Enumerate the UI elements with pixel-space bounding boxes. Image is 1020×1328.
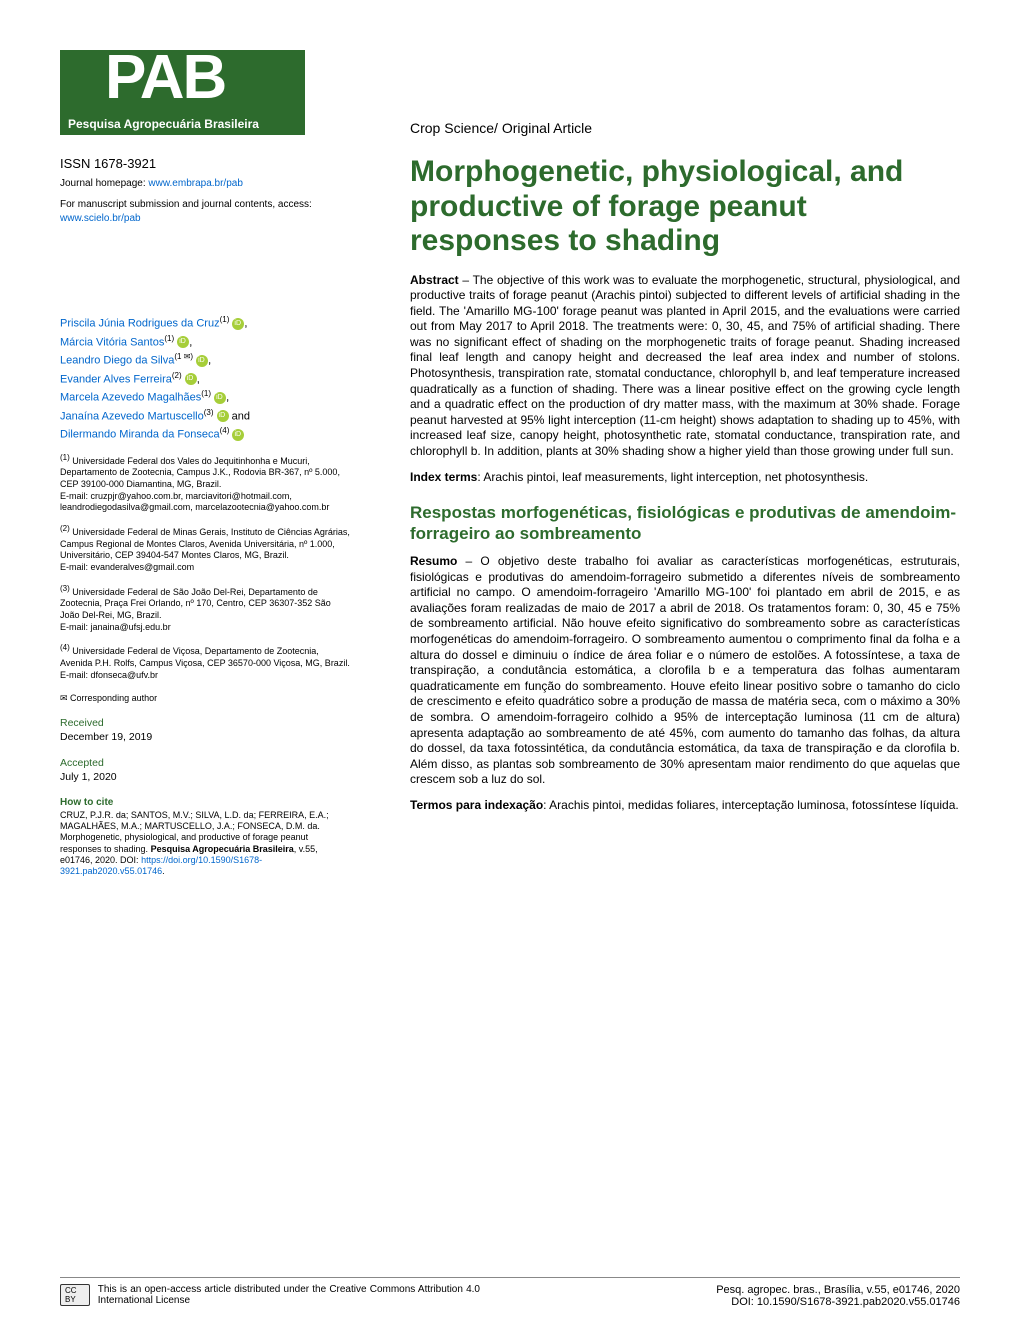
abstract-label: Abstract	[410, 273, 459, 287]
howto-journal: Pesquisa Agropecuária Brasileira	[151, 844, 294, 854]
author-aff: (1)	[201, 389, 211, 398]
author-aff: (4)	[220, 426, 230, 435]
index-label: Index terms	[410, 470, 477, 484]
aff-num: (3)	[60, 584, 70, 593]
manuscript-info: For manuscript submission and journal co…	[60, 198, 350, 225]
corresponding-author: ✉ Corresponding author	[60, 692, 350, 704]
aff-num: (1)	[60, 453, 70, 462]
aff-emails: E-mail: evanderalves@gmail.com	[60, 562, 194, 572]
author: Evander Alves Ferreira(2) ,	[60, 371, 350, 388]
aff-text: Universidade Federal de Minas Gerais, In…	[60, 527, 350, 560]
article-title-pt: Respostas morfogenéticas, fisiológicas e…	[410, 503, 960, 544]
affiliation: (4) Universidade Federal de Viçosa, Depa…	[60, 643, 350, 681]
author-aff: (3)	[204, 408, 214, 417]
termos-indexacao: Termos para indexação: Arachis pintoi, m…	[410, 798, 960, 814]
aff-emails: E-mail: dfonseca@ufv.br	[60, 670, 158, 680]
journal-homepage: Journal homepage: www.embrapa.br/pab	[60, 177, 350, 191]
author-name[interactable]: Márcia Vitória Santos	[60, 336, 164, 348]
manuscript-label: For manuscript submission and journal co…	[60, 199, 312, 210]
termos-text: : Arachis pintoi, medidas foliares, inte…	[543, 798, 959, 812]
aff-emails: E-mail: janaina@ufsj.edu.br	[60, 622, 171, 632]
author-name[interactable]: Leandro Diego da Silva	[60, 355, 174, 367]
abstract-text: – The objective of this work was to eval…	[410, 273, 960, 459]
cc-by-icon: CC BY	[60, 1284, 90, 1306]
manuscript-link[interactable]: www.scielo.br/pab	[60, 213, 141, 224]
author-name[interactable]: Janaína Azevedo Martuscello	[60, 410, 204, 422]
author-name[interactable]: Priscila Júnia Rodrigues da Cruz	[60, 318, 220, 330]
main-content: Morphogenetic, physiological, and produc…	[410, 155, 960, 814]
aff-text: Universidade Federal dos Vales do Jequit…	[60, 456, 340, 489]
logo-fullname: Pesquisa Agropecuária Brasileira	[68, 117, 297, 131]
index-terms: Index terms: Arachis pintoi, leaf measur…	[410, 470, 960, 486]
orcid-icon[interactable]	[214, 392, 226, 404]
howto-text: CRUZ, P.J.R. da; SANTOS, M.V.; SILVA, L.…	[60, 810, 350, 878]
author: Dilermando Miranda da Fonseca(4)	[60, 426, 350, 443]
footer-doi: DOI: 10.1590/S1678-3921.pab2020.v55.0174…	[716, 1296, 960, 1308]
author-aff: (1 ✉)	[174, 352, 193, 361]
resumo-text: – O objetivo deste trabalho foi avaliar …	[410, 554, 960, 786]
howto-cit3: .	[162, 866, 165, 876]
orcid-icon[interactable]	[177, 336, 189, 348]
author: Márcia Vitória Santos(1) ,	[60, 334, 350, 351]
aff-text: Universidade Federal de Viçosa, Departam…	[60, 646, 350, 668]
resumo-label: Resumo	[410, 554, 457, 568]
homepage-link[interactable]: www.embrapa.br/pab	[148, 178, 243, 189]
orcid-icon[interactable]	[232, 318, 244, 330]
affiliation: (3) Universidade Federal de São João Del…	[60, 584, 350, 634]
author-aff: (1)	[220, 315, 230, 324]
footer-right: Pesq. agropec. bras., Brasília, v.55, e0…	[716, 1284, 960, 1308]
orcid-icon[interactable]	[232, 429, 244, 441]
footer-left: CC BY This is an open-access article dis…	[60, 1284, 480, 1306]
aff-text: Universidade Federal de São João Del-Rei…	[60, 587, 331, 620]
howto-label: How to cite	[60, 796, 350, 810]
footer-citation: Pesq. agropec. bras., Brasília, v.55, e0…	[716, 1284, 960, 1296]
sidebar: ISSN 1678-3921 Journal homepage: www.emb…	[60, 155, 350, 877]
article-title: Morphogenetic, physiological, and produc…	[410, 155, 960, 259]
orcid-icon[interactable]	[217, 410, 229, 422]
accepted-label: Accepted	[60, 756, 350, 770]
page-footer: CC BY This is an open-access article dis…	[60, 1277, 960, 1308]
orcid-icon[interactable]	[185, 373, 197, 385]
affiliation: (1) Universidade Federal dos Vales do Je…	[60, 453, 350, 514]
author: Priscila Júnia Rodrigues da Cruz(1) ,	[60, 315, 350, 332]
homepage-label: Journal homepage:	[60, 178, 148, 189]
logo-acronym: PAB	[105, 42, 225, 113]
author-name[interactable]: Evander Alves Ferreira	[60, 373, 172, 385]
index-text: : Arachis pintoi, leaf measurements, lig…	[477, 470, 868, 484]
author: Leandro Diego da Silva(1 ✉) ,	[60, 352, 350, 369]
aff-emails: E-mail: cruzpjr@yahoo.com.br, marciavito…	[60, 491, 329, 513]
author: Janaína Azevedo Martuscello(3) and	[60, 408, 350, 425]
author-name[interactable]: Marcela Azevedo Magalhães	[60, 392, 201, 404]
affiliation: (2) Universidade Federal de Minas Gerais…	[60, 524, 350, 574]
aff-num: (2)	[60, 524, 70, 533]
issn: ISSN 1678-3921	[60, 155, 350, 173]
author-list: Priscila Júnia Rodrigues da Cruz(1) , Má…	[60, 315, 350, 443]
author-aff: (1)	[164, 334, 174, 343]
author-aff: (2)	[172, 371, 182, 380]
journal-logo: PAB Pesquisa Agropecuária Brasileira	[60, 50, 305, 135]
received-label: Received	[60, 716, 350, 730]
termos-label: Termos para indexação	[410, 798, 543, 812]
aff-num: (4)	[60, 643, 70, 652]
open-access-text: This is an open-access article distribut…	[98, 1284, 480, 1306]
author: Marcela Azevedo Magalhães(1) ,	[60, 389, 350, 406]
orcid-icon[interactable]	[196, 355, 208, 367]
author-name[interactable]: Dilermando Miranda da Fonseca	[60, 429, 220, 441]
author-and: and	[229, 410, 250, 422]
accepted-date: July 1, 2020	[60, 770, 350, 784]
abstract: Abstract – The objective of this work wa…	[410, 273, 960, 460]
resumo: Resumo – O objetivo deste trabalho foi a…	[410, 554, 960, 788]
article-section: Crop Science/ Original Article	[410, 120, 592, 136]
received-date: December 19, 2019	[60, 730, 350, 744]
